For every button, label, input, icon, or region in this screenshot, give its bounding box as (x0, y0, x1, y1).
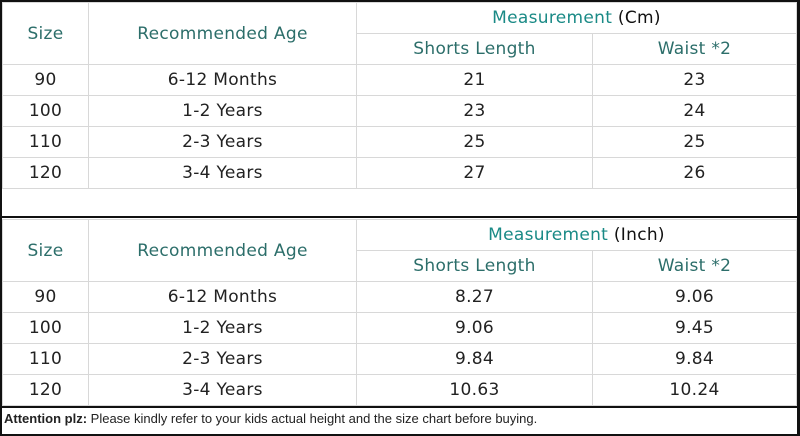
unit-label: (Cm) (617, 8, 661, 28)
shorts-length-cell: 23 (356, 95, 593, 127)
waist-cell: 9.06 (592, 281, 797, 313)
age-cell: 3-4 Years (88, 157, 357, 189)
age-cell: 1-2 Years (88, 312, 357, 344)
waist-cell: 26 (592, 157, 797, 189)
header-waist: Waist *2 (592, 33, 797, 65)
age-cell: 6-12 Months (88, 64, 357, 96)
header-shorts: Shorts Length (356, 250, 593, 282)
age-cell: 2-3 Years (88, 126, 357, 158)
divider (0, 216, 800, 218)
header-age: Recommended Age (88, 219, 357, 282)
table-row: 110 2-3 Years 9.84 9.84 (2, 343, 797, 375)
shorts-length-cell: 21 (356, 64, 593, 96)
table-row: 100 1-2 Years 23 24 (2, 95, 797, 127)
age-cell: 2-3 Years (88, 343, 357, 375)
size-table-inch: Size Recommended Age Measurement (Inch) … (2, 219, 797, 406)
note-text: Please kindly refer to your kids actual … (87, 411, 538, 426)
attention-note: Attention plz: Please kindly refer to yo… (4, 411, 537, 426)
spacer-row (2, 188, 797, 220)
shorts-length-cell: 10.63 (356, 374, 593, 406)
size-table-cm: Size Recommended Age Measurement (Cm) Sh… (2, 2, 797, 220)
table-row: 90 6-12 Months 21 23 (2, 64, 797, 96)
waist-cell: 10.24 (592, 374, 797, 406)
table-row: 110 2-3 Years 25 25 (2, 126, 797, 158)
divider (0, 406, 800, 408)
header-shorts: Shorts Length (356, 33, 593, 65)
shorts-length-cell: 25 (356, 126, 593, 158)
shorts-length-cell: 9.06 (356, 312, 593, 344)
measurement-label: Measurement (488, 225, 609, 245)
age-cell: 3-4 Years (88, 374, 357, 406)
table-row: 100 1-2 Years 9.06 9.45 (2, 312, 797, 344)
header-waist: Waist *2 (592, 250, 797, 282)
table-row: 120 3-4 Years 27 26 (2, 157, 797, 189)
size-cell: 100 (2, 312, 89, 344)
table-row: 120 3-4 Years 10.63 10.24 (2, 374, 797, 406)
header-size: Size (2, 2, 89, 65)
shorts-length-cell: 9.84 (356, 343, 593, 375)
age-cell: 6-12 Months (88, 281, 357, 313)
size-cell: 120 (2, 157, 89, 189)
shorts-length-cell: 27 (356, 157, 593, 189)
header-measurement: Measurement (Inch) (356, 219, 797, 251)
age-cell: 1-2 Years (88, 95, 357, 127)
header-age: Recommended Age (88, 2, 357, 65)
measurement-label: Measurement (492, 8, 613, 28)
note-label: Attention plz: (4, 411, 88, 426)
size-cell: 90 (2, 281, 89, 313)
unit-label: (Inch) (613, 225, 665, 245)
table-row: 90 6-12 Months 8.27 9.06 (2, 281, 797, 313)
header-measurement: Measurement (Cm) (356, 2, 797, 34)
waist-cell: 9.45 (592, 312, 797, 344)
header-size: Size (2, 219, 89, 282)
size-cell: 90 (2, 64, 89, 96)
size-cell: 110 (2, 343, 89, 375)
waist-cell: 9.84 (592, 343, 797, 375)
size-cell: 110 (2, 126, 89, 158)
size-cell: 100 (2, 95, 89, 127)
shorts-length-cell: 8.27 (356, 281, 593, 313)
size-cell: 120 (2, 374, 89, 406)
waist-cell: 25 (592, 126, 797, 158)
waist-cell: 23 (592, 64, 797, 96)
waist-cell: 24 (592, 95, 797, 127)
